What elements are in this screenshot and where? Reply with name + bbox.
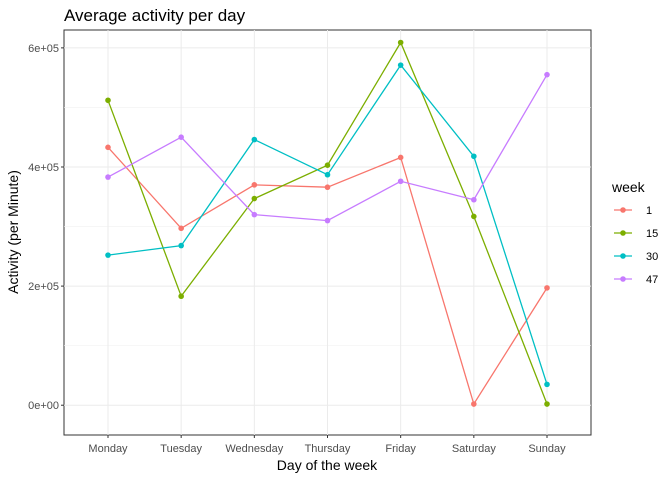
x-axis-title: Day of the week <box>277 457 378 473</box>
x-tick-label: Thursday <box>305 443 351 455</box>
legend-key-point <box>620 276 626 282</box>
data-point-week-15 <box>397 39 404 46</box>
data-point-week-30 <box>471 153 477 160</box>
data-point-week-15 <box>178 293 184 300</box>
x-tick-label: Sunday <box>528 443 566 455</box>
y-axis-ticks: 0e+00 2e+05 4e+05 6e+05 <box>28 43 64 412</box>
data-point-week-47 <box>105 174 111 180</box>
data-point-week-15 <box>324 162 331 168</box>
data-point-week-30 <box>397 62 404 68</box>
data-point-week-15 <box>251 195 258 202</box>
data-point-week-30 <box>178 242 184 249</box>
legend-title: week <box>611 179 646 195</box>
data-point-week-47 <box>178 134 184 141</box>
series-points <box>105 39 550 407</box>
legend-key-point <box>620 207 626 213</box>
x-tick-label: Friday <box>385 443 416 455</box>
legend-label: 47 <box>646 274 658 286</box>
x-tick-label: Wednesday <box>225 443 283 455</box>
data-point-week-15 <box>544 401 550 407</box>
legend-key-point <box>620 253 626 259</box>
y-axis-title: Activity (per Minute) <box>5 170 21 294</box>
data-point-week-30 <box>251 136 258 143</box>
legend-label: 15 <box>646 228 658 240</box>
data-point-week-1 <box>178 225 184 232</box>
data-point-week-1 <box>105 144 111 151</box>
data-point-week-47 <box>251 211 258 218</box>
major-gridlines <box>64 30 591 435</box>
legend-key-point <box>620 230 626 236</box>
data-point-week-47 <box>324 217 331 224</box>
y-tick-label: 4e+05 <box>28 162 59 174</box>
x-tick-label: Tuesday <box>160 443 202 455</box>
y-tick-label: 2e+05 <box>28 281 59 293</box>
legend: week 1 15 30 47 <box>611 179 658 286</box>
data-point-week-1 <box>251 182 258 188</box>
data-point-week-15 <box>471 213 477 220</box>
data-point-week-47 <box>471 196 477 203</box>
y-tick-label: 6e+05 <box>28 43 59 55</box>
x-axis-ticks: Monday Tuesday Wednesday Thursday Friday Satu… <box>88 435 566 455</box>
legend-label: 30 <box>646 251 658 263</box>
data-point-week-30 <box>324 171 331 178</box>
data-point-week-47 <box>397 178 404 185</box>
data-point-week-30 <box>544 381 550 388</box>
data-point-week-1 <box>544 285 550 291</box>
data-point-week-1 <box>471 401 477 407</box>
x-tick-label: Saturday <box>452 443 497 455</box>
data-point-week-15 <box>105 97 111 104</box>
x-tick-label: Monday <box>88 443 128 455</box>
data-point-week-1 <box>324 184 331 191</box>
y-tick-label: 0e+00 <box>28 400 59 412</box>
data-point-week-1 <box>397 154 404 161</box>
data-point-week-30 <box>105 252 111 258</box>
legend-items: 1 15 30 47 <box>614 205 658 286</box>
legend-label: 1 <box>646 205 652 217</box>
data-point-week-47 <box>544 71 550 78</box>
chart-title: Average activity per day <box>64 6 246 25</box>
